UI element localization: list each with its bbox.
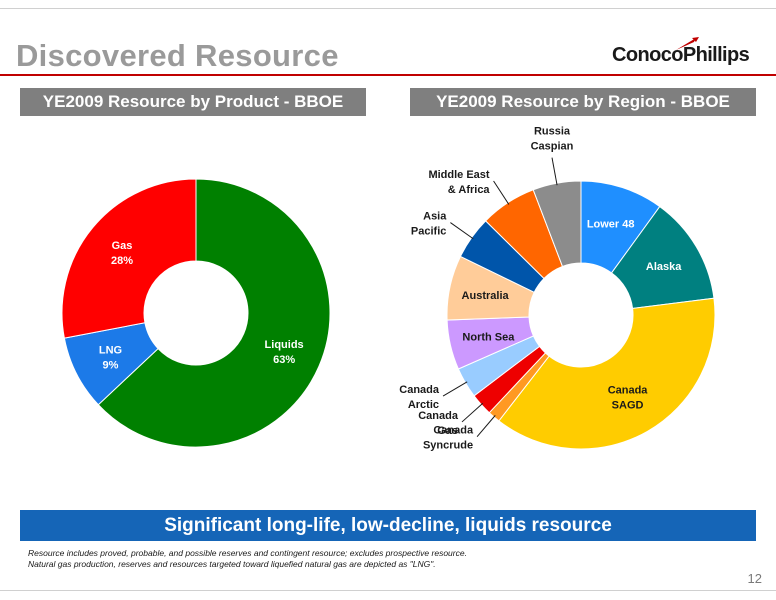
leader-asia-pacific <box>450 222 474 240</box>
page-number: 12 <box>747 571 762 586</box>
slice-canada-sagd <box>498 297 716 450</box>
conocophillips-logo: ConocoPhillips <box>612 36 762 72</box>
label-canada-gas: Canada Gas <box>418 410 459 437</box>
leader-canada-gas <box>461 402 484 423</box>
top-rule <box>0 8 776 9</box>
leader-lines <box>442 157 558 437</box>
region-donut <box>446 180 716 450</box>
product-donut <box>61 178 331 448</box>
label-liquids: Liquids 63% <box>265 339 304 366</box>
label-gas: Gas 28% <box>111 240 133 267</box>
label-lower-48: Lower 48 <box>587 219 635 231</box>
label-australia: Australia <box>462 290 510 302</box>
leader-canada-syncrude <box>476 415 496 437</box>
logo-text: ConocoPhillips <box>612 44 750 66</box>
leader-middle-east-and-africa <box>493 180 510 205</box>
footnote-lng: Natural gas production, reserves and res… <box>28 559 436 569</box>
label-russia-caspian: Russia Caspian <box>531 126 574 153</box>
label-lng: LNG 9% <box>99 345 122 372</box>
label-canada-sagd: Canada SAGD <box>608 385 649 412</box>
leader-canada-arctic <box>442 381 468 397</box>
label-middle-east-and-africa: Middle East & Africa <box>428 169 490 196</box>
label-canada-syncrude: Canada Syncrude <box>423 425 474 452</box>
label-north-sea: North Sea <box>462 331 515 343</box>
product-chart-title: YE2009 Resource by Product - BBOE <box>20 88 366 116</box>
region-chart-title: YE2009 Resource by Region - BBOE <box>410 88 756 116</box>
label-canada-arctic: Canada Arctic <box>399 384 440 411</box>
label-alaska: Alaska <box>646 261 682 273</box>
footnotes: Resource includes proved, probable, and … <box>28 548 748 570</box>
slice-russia-caspian <box>532 180 582 268</box>
title-rule <box>0 74 776 76</box>
summary-banner: Significant long-life, low-decline, liqu… <box>20 510 756 541</box>
leader-russia-caspian <box>551 157 558 186</box>
logo-swoosh-icon <box>676 37 699 50</box>
page-title: Discovered Resource <box>16 38 339 73</box>
footnote-resource: Resource includes proved, probable, and … <box>28 548 467 558</box>
slice-gas <box>61 178 197 339</box>
bottom-rule <box>0 590 776 591</box>
slice-labels: Liquids 63% LNG 9% Gas 28% Lower 48 Alaska Canad… <box>99 126 682 452</box>
slice-liquids <box>97 178 331 448</box>
label-asia-pacific: Asia Pacific <box>411 211 447 238</box>
